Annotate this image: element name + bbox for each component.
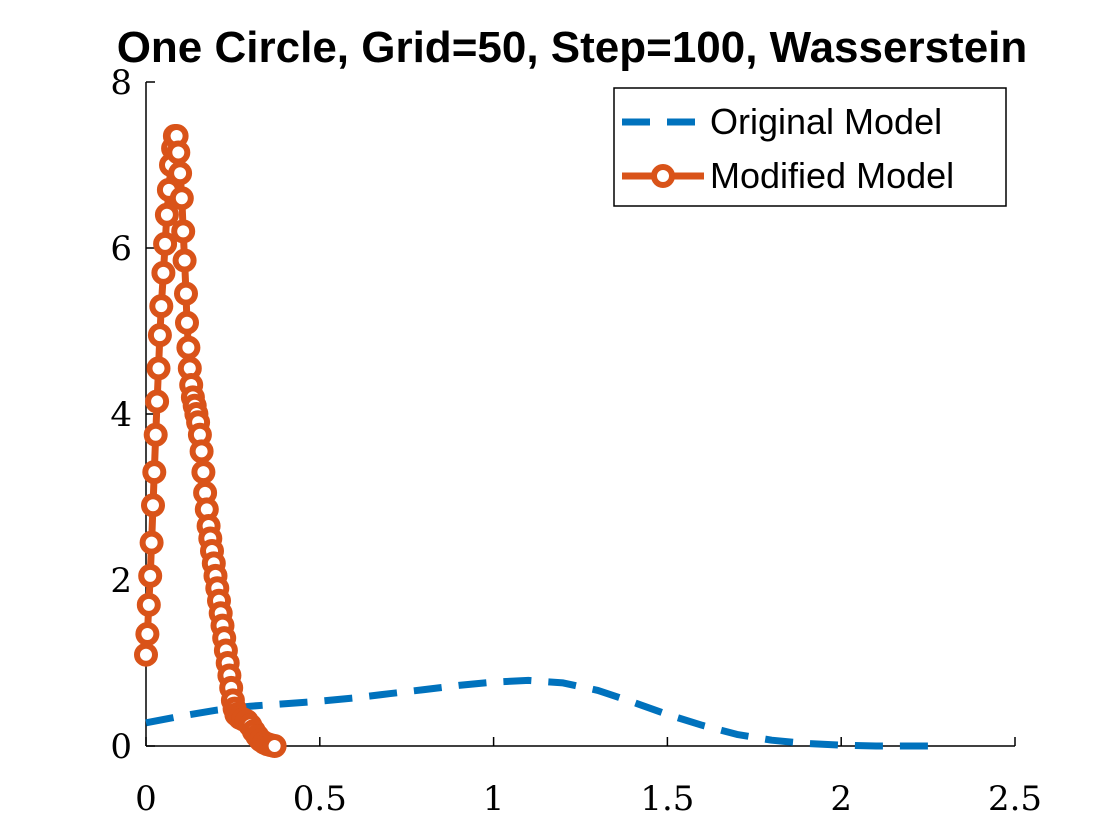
series-modified-point [174, 281, 198, 306]
series-modified-point [135, 622, 160, 646]
x-tick-label: 1 [483, 779, 505, 819]
series-modified-point [139, 530, 164, 555]
x-tick-label: 0.5 [293, 779, 347, 819]
chart-title: One Circle, Grid=50, Step=100, Wasserste… [117, 23, 1028, 72]
series-modified-point [143, 422, 168, 447]
series-modified-point [191, 460, 216, 485]
series-modified-point [262, 734, 287, 758]
series-original-line [145, 676, 932, 750]
series-modified-point [175, 310, 199, 335]
series-modified-point [141, 493, 165, 518]
series-modified-point [168, 161, 193, 186]
y-tick-label: 8 [110, 63, 132, 103]
plot-area [134, 124, 932, 758]
series-modified-point [149, 294, 174, 319]
legend-label-modified: Modified Model [710, 155, 954, 196]
series-modified-point [142, 460, 167, 485]
y-tick-label: 0 [110, 727, 132, 767]
series-modified-point [172, 248, 197, 273]
y-tick-label: 2 [110, 561, 132, 601]
axes: 0 0.5 1 1.5 2 2.5 0 2 4 6 8 [110, 63, 1042, 819]
series-modified-point [134, 642, 158, 667]
series-modified-point [166, 140, 191, 165]
series-modified-point [145, 389, 170, 414]
y-tick-label: 6 [110, 229, 132, 269]
x-tick-label: 2 [830, 779, 852, 819]
series-modified-point [176, 335, 201, 360]
y-tick-label: 4 [110, 395, 132, 435]
series-modified-point [136, 592, 161, 617]
x-tick-label: 0 [135, 779, 157, 819]
series-modified-point [154, 202, 179, 227]
series-modified-point [138, 563, 163, 588]
series-modified-point [151, 260, 176, 285]
legend-marker-modified [651, 164, 675, 188]
series-modified-point [169, 186, 194, 211]
series-modified-point [146, 356, 171, 381]
series-modified-point [147, 323, 172, 348]
legend-label-original: Original Model [710, 101, 942, 142]
x-tick-label: 1.5 [640, 779, 694, 819]
x-tick-label: 2.5 [988, 779, 1042, 819]
series-modified-point [189, 439, 214, 464]
series-modified-point [171, 219, 196, 244]
legend: Original Model Modified Model [613, 87, 1007, 207]
legend-box [613, 87, 1007, 207]
series-modified-point [153, 231, 178, 256]
